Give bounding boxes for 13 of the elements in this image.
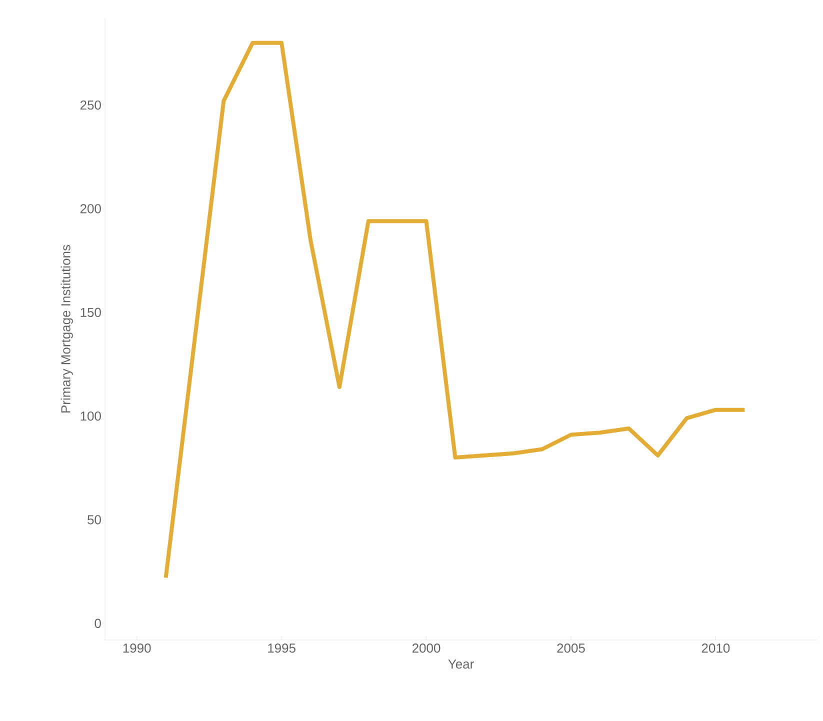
y-tick-label: 0 [94, 618, 101, 628]
y-tick-label: 150 [80, 308, 101, 318]
y-tick-label: 50 [88, 515, 101, 524]
y-axis-title: Primary Mortgage Institutions [60, 244, 73, 412]
x-tick-label: 2010 [702, 644, 730, 653]
x-tick-label: 2005 [557, 644, 585, 653]
x-tick-label: 1995 [268, 644, 296, 653]
x-axis-title: Year [448, 660, 474, 669]
x-tick-label: 1990 [123, 644, 151, 653]
y-tick-label: 100 [80, 411, 101, 421]
x-tick-label: 2000 [412, 644, 440, 653]
y-tick-label: 200 [80, 204, 101, 214]
y-tick-label: 250 [80, 100, 101, 110]
